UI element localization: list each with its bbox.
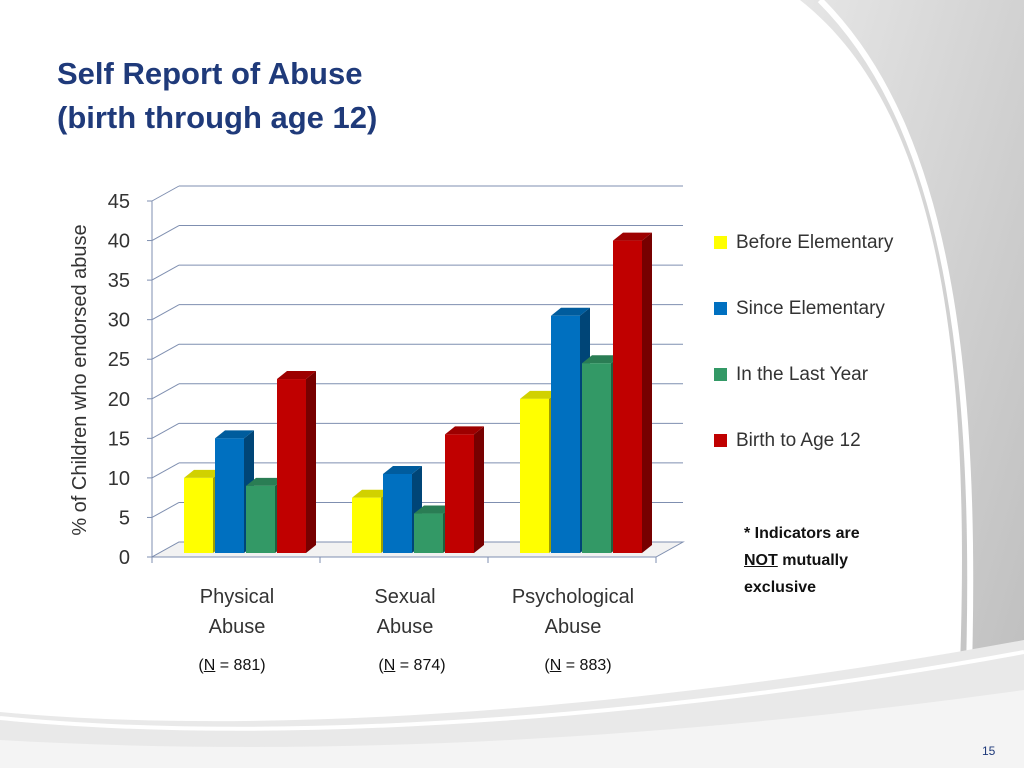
sample-size-open: ( [198,657,204,674]
sample-size-value: = 874) [395,657,446,674]
slide-title-line-1: Self Report of Abuse [57,56,363,91]
bar-1-1 [383,473,412,553]
y-tick-label: 40 [108,231,130,253]
bar-1-2 [414,513,443,553]
category-label-physical: Physical Abuse [152,582,322,642]
category-label-line: Abuse [544,616,602,638]
bar-side [306,371,316,553]
category-label-sexual: Sexual Abuse [320,582,490,642]
slide-title-line-2: (birth through age 12) [57,100,378,135]
bar-top [551,307,590,316]
sample-size-sexual: (N = 874) [327,657,497,675]
y-tick-label: 30 [108,310,130,332]
sample-size-physical: (N = 881) [147,657,317,675]
category-label-line: Physical [199,586,275,608]
bar-top [352,489,391,498]
legend-label: Birth to Age 12 [736,430,861,451]
legend-swatch [714,236,727,249]
bar-1-0 [352,497,381,553]
legend-label: In the Last Year [736,364,869,385]
gridline-depth [151,225,180,241]
sample-size-psychological: (N = 883) [493,657,663,675]
bar-top [445,426,484,435]
bar-0-1 [215,438,244,553]
legend-swatch [714,302,727,315]
category-label-line: Psychological [511,586,635,608]
note-text-1: * Indicators are [744,525,860,542]
bar-2-3 [613,240,642,553]
bar-top [613,232,652,241]
sample-size-n: N [203,657,216,674]
sample-size-n: N [383,657,396,674]
gridline-depth [151,185,180,202]
gridline-depth [151,343,180,360]
gridline-depth [151,264,180,281]
bar-top [582,355,621,364]
bar-top [277,371,316,380]
bar-side [474,426,484,553]
category-label-psychological: Psychological Abuse [488,582,658,642]
y-axis-title: % of Children who endorsed abuse [69,224,91,535]
sample-size-open: ( [544,657,550,674]
note-text-2: mutually exclusive [744,552,849,596]
y-tick-label: 20 [108,389,130,411]
y-tick-label: 10 [108,468,130,490]
sample-size-open: ( [378,657,384,674]
gridline-depth [151,304,180,321]
y-tick-label: 45 [108,191,130,213]
bar-top [215,430,254,439]
sample-size-value: = 881) [215,657,266,674]
bar-top [414,505,453,514]
gridline-depth [151,422,180,439]
y-tick-label: 15 [108,428,130,450]
bar-0-3 [277,379,306,553]
legend-swatch [714,368,727,381]
bar-2-1 [551,315,580,553]
sample-size-value: = 883) [561,657,612,674]
bar-top [520,390,559,399]
bar-top [246,477,285,486]
y-tick-label: 35 [108,270,130,292]
gridline-depth [151,462,180,479]
category-label-line: Sexual [374,586,436,608]
bar-2-0 [520,398,549,553]
legend-label: Before Elementary [736,232,894,253]
page-number: 15 [982,744,996,758]
note-text-not: NOT [744,552,778,569]
y-tick-label: 0 [119,547,130,569]
legend-label: Since Elementary [736,298,885,319]
bar-1-3 [445,434,474,553]
bar-top [383,465,422,474]
category-label-line: Abuse [208,616,266,638]
indicators-note: * Indicators are NOT mutually exclusive [744,520,914,601]
gridline-depth [151,383,180,400]
bar-2-2 [582,363,611,553]
bar-0-2 [246,485,275,553]
y-tick-label: 25 [108,349,130,371]
legend-swatch [714,434,727,447]
y-tick-label: 5 [119,507,130,529]
bar-0-0 [184,477,213,553]
bar-top [184,469,223,478]
gridline-depth [151,502,180,518]
bar-side [642,232,652,553]
slide-title: Self Report of Abuse (birth through age … [57,52,377,140]
sample-size-n: N [549,657,562,674]
category-label-line: Abuse [376,616,434,638]
